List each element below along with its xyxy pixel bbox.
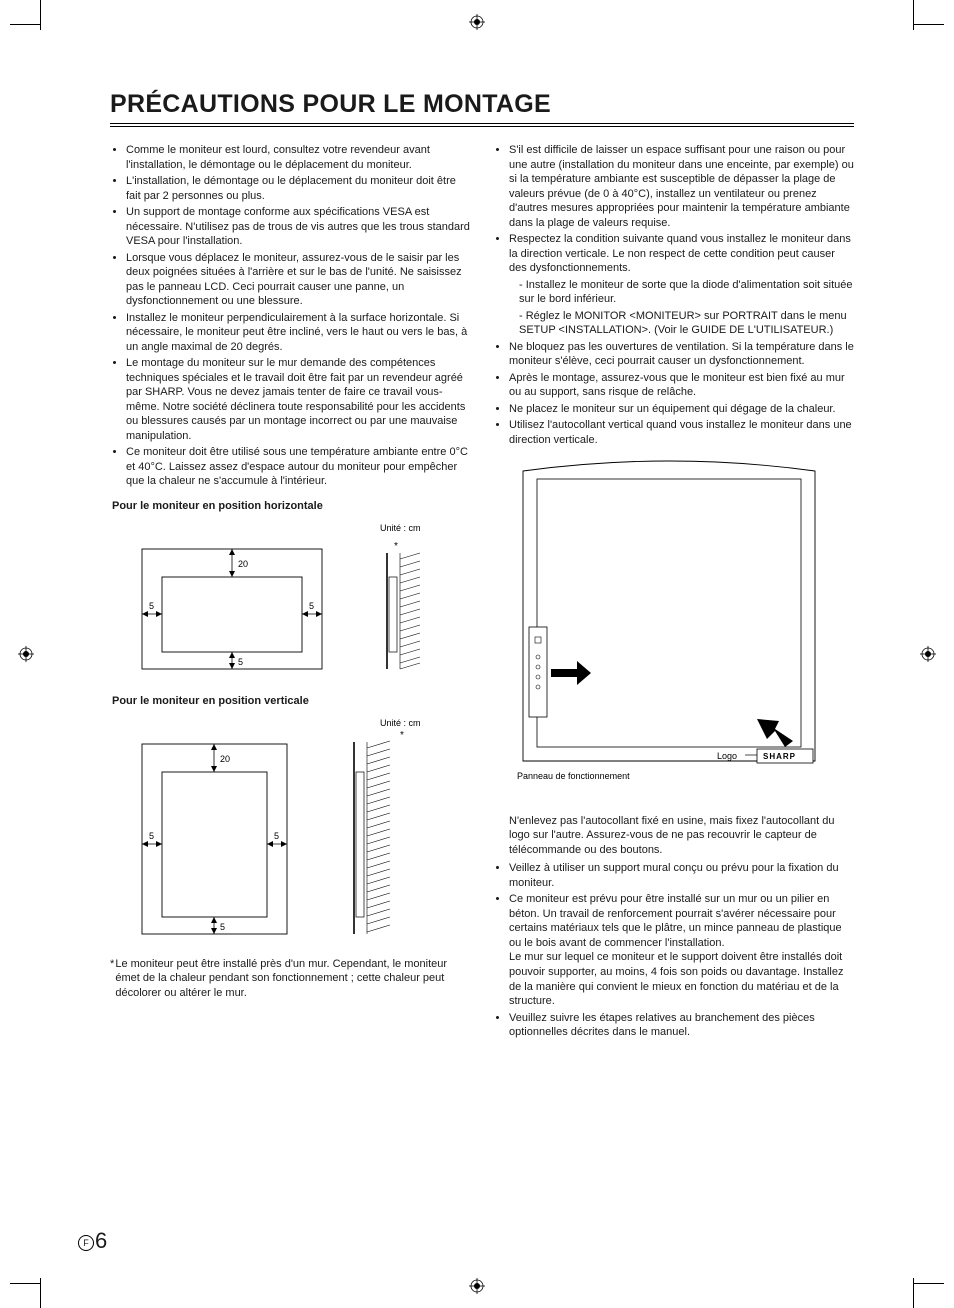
footnote: * Le moniteur peut être installé près d'… [110, 957, 471, 1001]
bullet-item: Ne placez le moniteur sur un équipement … [509, 402, 854, 417]
registration-mark-icon [469, 1278, 485, 1294]
bullet-item: Installez le moniteur perpendiculairemen… [126, 311, 471, 355]
page-title: PRÉCAUTIONS POUR LE MONTAGE [110, 90, 854, 119]
bullet-item: Le montage du moniteur sur le mur demand… [126, 356, 471, 443]
bullet-item: Veillez à utiliser un support mural conç… [509, 861, 854, 890]
registration-mark-icon [920, 646, 936, 662]
page: PRÉCAUTIONS POUR LE MONTAGE Comme le mon… [0, 0, 954, 1308]
footnote-text: Le moniteur peut être installé près d'un… [115, 957, 471, 1001]
crop-mark [913, 0, 914, 30]
bullet-item: Respectez la condition suivante quand vo… [509, 232, 854, 338]
svg-text:SHARP: SHARP [763, 752, 796, 761]
crop-mark [40, 1278, 41, 1308]
page-number-value: 6 [95, 1228, 107, 1253]
bullet-item: Un support de montage conforme aux spéci… [126, 205, 471, 249]
bullet-item: Ce moniteur est prévu pour être installé… [509, 892, 854, 1008]
svg-text:5: 5 [220, 922, 225, 932]
subhead-horizontal: Pour le moniteur en position horizontale [112, 499, 471, 514]
left-column: Comme le moniteur est lourd, consultez v… [110, 143, 471, 1042]
right-column: S'il est difficile de laisser un espace … [493, 143, 854, 1042]
registration-mark-icon [469, 14, 485, 30]
svg-text:20: 20 [220, 754, 230, 764]
sub-item: - Installez le moniteur de sorte que la … [519, 278, 854, 307]
diagram-monitor-portrait: Panneau de fonctionnement SHARP Logo [499, 451, 854, 806]
bullet-item: Utilisez l'autocollant vertical quand vo… [509, 418, 854, 447]
crop-mark [10, 1283, 40, 1284]
svg-text:Unité : cm: Unité : cm [380, 718, 421, 728]
bullet-text: Respectez la condition suivante quand vo… [509, 233, 851, 274]
title-rule [110, 123, 854, 124]
svg-text:*: * [394, 541, 398, 552]
svg-text:5: 5 [309, 601, 314, 611]
content-columns: Comme le moniteur est lourd, consultez v… [110, 143, 854, 1042]
diagram-horizontal: 20 5 5 5 Unité : [132, 519, 471, 684]
bullet-item: S'il est difficile de laisser un espace … [509, 143, 854, 230]
bullet-item: Ce moniteur doit être utilisé sous une t… [126, 445, 471, 489]
svg-text:5: 5 [149, 601, 154, 611]
dim-label: 20 [238, 559, 248, 569]
svg-text:Panneau de fonctionnement: Panneau de fonctionnement [517, 771, 630, 781]
portrait-logo-svg: Panneau de fonctionnement SHARP Logo [499, 451, 839, 801]
crop-mark [914, 1283, 944, 1284]
bullet-item: L'installation, le démontage ou le dépla… [126, 174, 471, 203]
svg-text:Unité : cm: Unité : cm [380, 523, 421, 533]
svg-text:Logo: Logo [717, 751, 737, 761]
bullet-item: Veuillez suivre les étapes relatives au … [509, 1011, 854, 1040]
left-bullet-list: Comme le moniteur est lourd, consultez v… [110, 143, 471, 489]
crop-mark [10, 24, 40, 25]
bullet-item: Ne bloquez pas les ouvertures de ventila… [509, 340, 854, 369]
vertical-clearance-svg: 20 5 5 5 Unité : cm [132, 714, 432, 944]
right-bullet-list-bottom: Veillez à utiliser un support mural conç… [493, 861, 854, 1039]
crop-mark [914, 24, 944, 25]
page-lang-marker: F [78, 1235, 94, 1251]
registration-mark-icon [18, 646, 34, 662]
sub-item: - Réglez le MONITOR <MONITEUR> sur PORTR… [519, 309, 854, 338]
right-paragraph: N'enlevez pas l'autocollant fixé en usin… [509, 814, 854, 858]
subhead-vertical: Pour le moniteur en position verticale [112, 694, 471, 709]
svg-text:5: 5 [274, 831, 279, 841]
svg-text:5: 5 [149, 831, 154, 841]
diagram-vertical: 20 5 5 5 Unité : cm [132, 714, 471, 949]
bullet-item: Après le montage, assurez-vous que le mo… [509, 371, 854, 400]
right-bullet-list-top: S'il est difficile de laisser un espace … [493, 143, 854, 447]
page-number: F6 [78, 1228, 107, 1254]
crop-mark [40, 0, 41, 30]
horizontal-clearance-svg: 20 5 5 5 Unité : [132, 519, 432, 679]
svg-text:5: 5 [238, 657, 243, 667]
svg-text:*: * [400, 730, 404, 741]
title-rule-thin [110, 126, 854, 127]
bullet-item: Comme le moniteur est lourd, consultez v… [126, 143, 471, 172]
crop-mark [913, 1278, 914, 1308]
bullet-item: Lorsque vous déplacez le moniteur, assur… [126, 251, 471, 309]
